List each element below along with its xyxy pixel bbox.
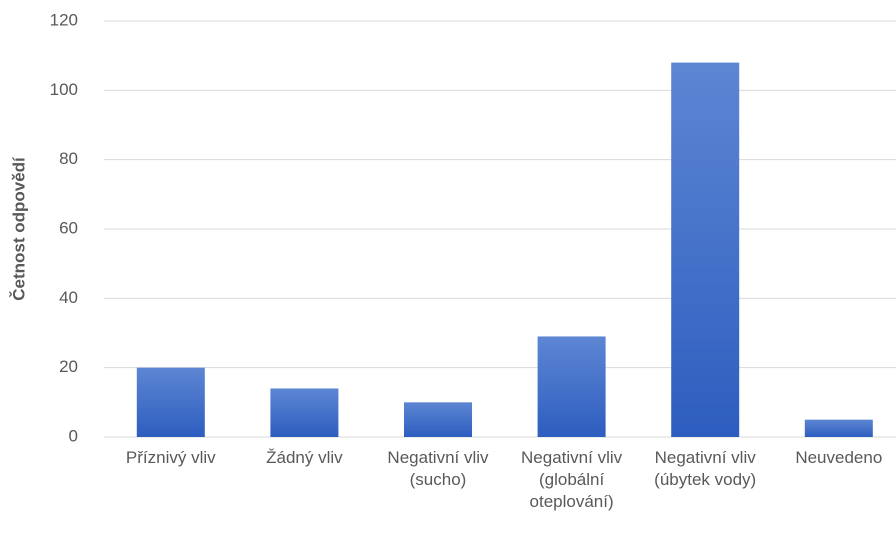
x-tick-label-box: Negativní vliv (globální oteplování) — [521, 448, 623, 511]
x-tick-label: Příznivý vliv — [125, 448, 216, 467]
y-tick-label: 100 — [50, 80, 78, 99]
bar — [270, 388, 339, 437]
x-tick-label-box: Žádný vliv — [266, 448, 343, 467]
y-tick-label: 40 — [59, 288, 78, 307]
y-tick-label: 20 — [59, 357, 78, 376]
x-tick-label: Neuvedeno — [795, 448, 883, 467]
bar — [671, 62, 740, 437]
bar — [404, 402, 472, 437]
y-tick-label: 0 — [69, 426, 78, 445]
x-tick-label-box: Negativní vliv (sucho) — [387, 448, 489, 489]
x-tick-label: Negativní vliv (úbytek vody) — [654, 448, 757, 489]
bar — [804, 419, 873, 437]
y-tick-label: 120 — [50, 10, 78, 29]
y-axis-label: Četnost odpovědí — [9, 156, 28, 301]
x-tick-label: Žádný vliv — [266, 448, 343, 467]
y-tick-label: 60 — [59, 218, 78, 237]
bar — [136, 367, 205, 437]
x-tick-label: Negativní vliv (sucho) — [387, 448, 489, 489]
x-tick-label-box: Negativní vliv (úbytek vody) — [654, 448, 757, 489]
x-tick-label-box: Neuvedeno — [795, 448, 883, 467]
x-tick-label-box: Příznivý vliv — [125, 448, 216, 467]
bar — [537, 336, 606, 437]
x-tick-label: Negativní vliv (globální oteplování) — [521, 448, 623, 511]
y-tick-label: 80 — [59, 149, 78, 168]
